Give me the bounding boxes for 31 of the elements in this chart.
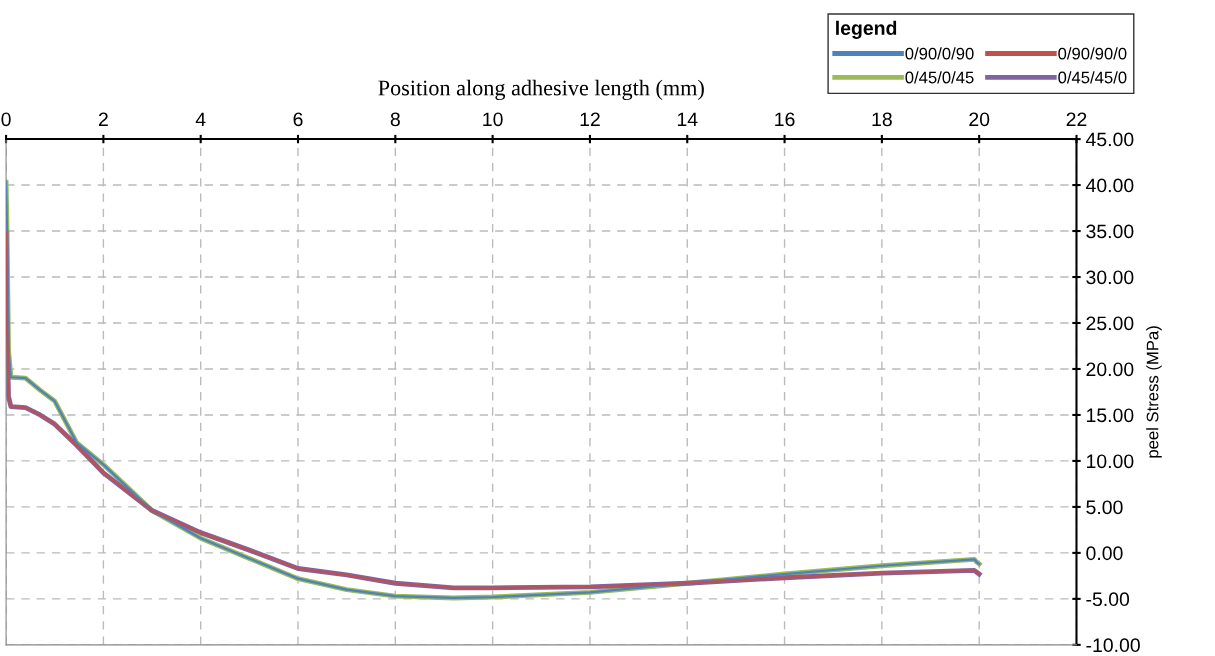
legend-label: 0/45/45/0 xyxy=(1058,71,1127,84)
y-tick-label: -5.00 xyxy=(1086,592,1130,607)
x-tick-label: 22 xyxy=(1066,112,1087,127)
y-tick-label: 15.00 xyxy=(1087,408,1134,423)
legend-label: 0/45/0/45 xyxy=(905,71,974,84)
y-tick-label: 25.00 xyxy=(1086,316,1134,331)
x-tick-label: 4 xyxy=(195,112,206,127)
y-tick-label: 40.00 xyxy=(1085,178,1134,193)
x-tick-label: 6 xyxy=(293,112,303,127)
x-tick-label: 12 xyxy=(580,112,600,127)
y-tick-label: 35.00 xyxy=(1086,224,1134,239)
x-tick-label: 18 xyxy=(872,112,892,127)
y-tick-label: 20.00 xyxy=(1086,362,1134,377)
x-tick-label: 0 xyxy=(1,112,11,127)
x-axis-title: Position along adhesive length (mm) xyxy=(378,79,704,101)
y-tick-label: 45.00 xyxy=(1085,132,1134,147)
x-tick-label: 14 xyxy=(677,112,698,127)
x-tick-label: 20 xyxy=(969,112,990,127)
legend-title: legend xyxy=(836,20,897,39)
y-tick-label: 0.00 xyxy=(1086,546,1123,561)
y-axis-title: peel Stress (MPa) xyxy=(1146,326,1162,458)
y-tick-label: -10.00 xyxy=(1086,638,1140,653)
x-tick-label: 16 xyxy=(775,112,795,127)
x-tick-label: 2 xyxy=(98,112,108,127)
legend-label: 0/90/90/0 xyxy=(1058,47,1127,60)
x-tick-label: 10 xyxy=(483,112,503,127)
x-tick-label: 8 xyxy=(390,112,400,127)
y-tick-label: 30.00 xyxy=(1086,270,1134,285)
legend-label: 0/90/0/90 xyxy=(905,47,974,60)
y-tick-label: 5.00 xyxy=(1086,500,1123,515)
y-tick-label: 10.00 xyxy=(1087,454,1134,469)
